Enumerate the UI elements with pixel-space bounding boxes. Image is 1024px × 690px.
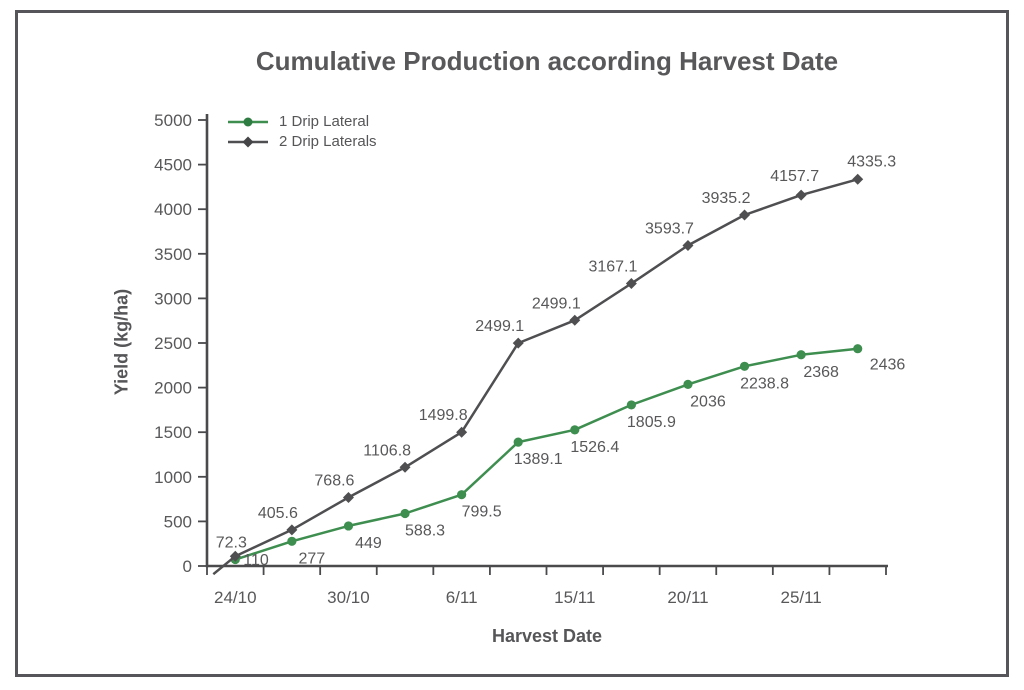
y-axis-tick-label: 2000 bbox=[154, 379, 192, 398]
data-point-marker-diamond bbox=[512, 337, 524, 349]
data-point-label: 405.6 bbox=[258, 505, 298, 522]
y-axis-tick-label: 500 bbox=[164, 512, 192, 531]
data-point-label: 4335.3 bbox=[847, 153, 896, 170]
data-point-label: 72.3 bbox=[216, 535, 247, 552]
legend-label-series-2: 2 Drip Laterals bbox=[279, 133, 377, 150]
data-point-marker-circle bbox=[400, 508, 410, 519]
data-point-marker-circle bbox=[457, 490, 467, 500]
data-point-marker-diamond bbox=[795, 189, 807, 201]
data-point-marker-diamond bbox=[342, 491, 354, 503]
data-point-marker-diamond bbox=[739, 209, 751, 221]
data-point-label: 3167.1 bbox=[588, 258, 637, 275]
data-point-marker-diamond bbox=[682, 239, 694, 251]
legend-line-circle-icon bbox=[228, 117, 268, 126]
y-axis-tick-label: 1000 bbox=[154, 468, 192, 487]
data-point-label: 2036 bbox=[690, 393, 726, 410]
data-point-label: 2499.1 bbox=[475, 318, 524, 335]
y-axis-tick-label: 1500 bbox=[154, 423, 192, 442]
y-axis-tick-label: 4500 bbox=[154, 156, 192, 175]
y-axis-tick-label: 2500 bbox=[154, 334, 192, 353]
chart-legend: 1 Drip Lateral 2 Drip Laterals bbox=[226, 112, 377, 151]
data-point-label: 2368 bbox=[803, 364, 839, 381]
data-point-marker-circle bbox=[796, 350, 806, 360]
data-point-marker-diamond bbox=[456, 426, 468, 438]
y-axis-tick-label: 3500 bbox=[154, 245, 192, 264]
x-axis-tick-label: 20/11 bbox=[667, 588, 708, 607]
series-line-1-drip-lateral bbox=[234, 347, 858, 561]
data-point-marker-circle bbox=[683, 379, 693, 389]
x-axis-tick-label: 24/10 bbox=[214, 588, 257, 607]
data-point-marker-circle bbox=[739, 361, 750, 371]
data-point-label: 2436 bbox=[870, 357, 906, 374]
data-point-marker-circle bbox=[287, 536, 297, 546]
data-point-marker-circle bbox=[513, 437, 523, 447]
data-point-label: 449 bbox=[355, 535, 382, 552]
data-point-label: 3935.2 bbox=[702, 190, 751, 207]
y-axis-tick-label: 5000 bbox=[154, 111, 192, 130]
data-point-marker-circle bbox=[343, 521, 354, 531]
data-point-label: 1805.9 bbox=[627, 414, 676, 431]
data-point-marker-circle bbox=[626, 400, 636, 410]
data-point-marker-circle bbox=[570, 425, 580, 435]
x-axis-tick-label: 25/11 bbox=[780, 588, 821, 607]
data-point-marker-diamond bbox=[399, 461, 411, 473]
data-point-marker-diamond bbox=[569, 314, 581, 326]
data-point-label: 4157.7 bbox=[770, 168, 819, 185]
data-point-label: 1389.1 bbox=[514, 451, 563, 468]
data-point-marker-diamond bbox=[229, 550, 241, 562]
legend-line-diamond-icon bbox=[228, 136, 268, 147]
legend-item-1-drip-lateral: 1 Drip Lateral bbox=[226, 112, 377, 131]
y-axis-tick-label: 3000 bbox=[154, 289, 192, 308]
data-point-label: 768.6 bbox=[314, 472, 354, 489]
data-point-label: 1106.8 bbox=[363, 442, 411, 459]
data-point-label: 2238.8 bbox=[740, 375, 789, 392]
x-axis-title: Harvest Date bbox=[491, 626, 603, 646]
data-point-marker-circle bbox=[853, 344, 863, 354]
data-point-label: 1499.8 bbox=[419, 407, 468, 424]
x-axis-tick-label: 6/11 bbox=[446, 588, 478, 607]
data-point-label: 2499.1 bbox=[532, 295, 581, 312]
y-axis-tick-label: 4000 bbox=[154, 200, 192, 219]
data-point-marker-diamond bbox=[625, 277, 637, 289]
chart-title: Cumulative Production according Harvest … bbox=[255, 46, 839, 76]
data-point-label: 588.3 bbox=[405, 523, 445, 540]
x-axis-tick-label: 30/10 bbox=[327, 588, 370, 607]
data-point-label: 3593.7 bbox=[645, 220, 694, 237]
legend-item-2-drip-laterals: 2 Drip Laterals bbox=[226, 132, 377, 151]
data-point-label: 110 bbox=[243, 552, 269, 569]
y-axis-tick-label: 0 bbox=[183, 557, 192, 576]
x-axis-tick-label: 15/11 bbox=[554, 588, 595, 607]
data-point-label: 799.5 bbox=[462, 504, 502, 521]
data-point-label: 1526.4 bbox=[570, 439, 619, 456]
data-point-marker-diamond bbox=[852, 173, 864, 185]
data-point-label: 277 bbox=[299, 550, 326, 567]
legend-label-series-1: 1 Drip Lateral bbox=[279, 113, 370, 130]
data-point-marker-diamond bbox=[286, 524, 298, 536]
